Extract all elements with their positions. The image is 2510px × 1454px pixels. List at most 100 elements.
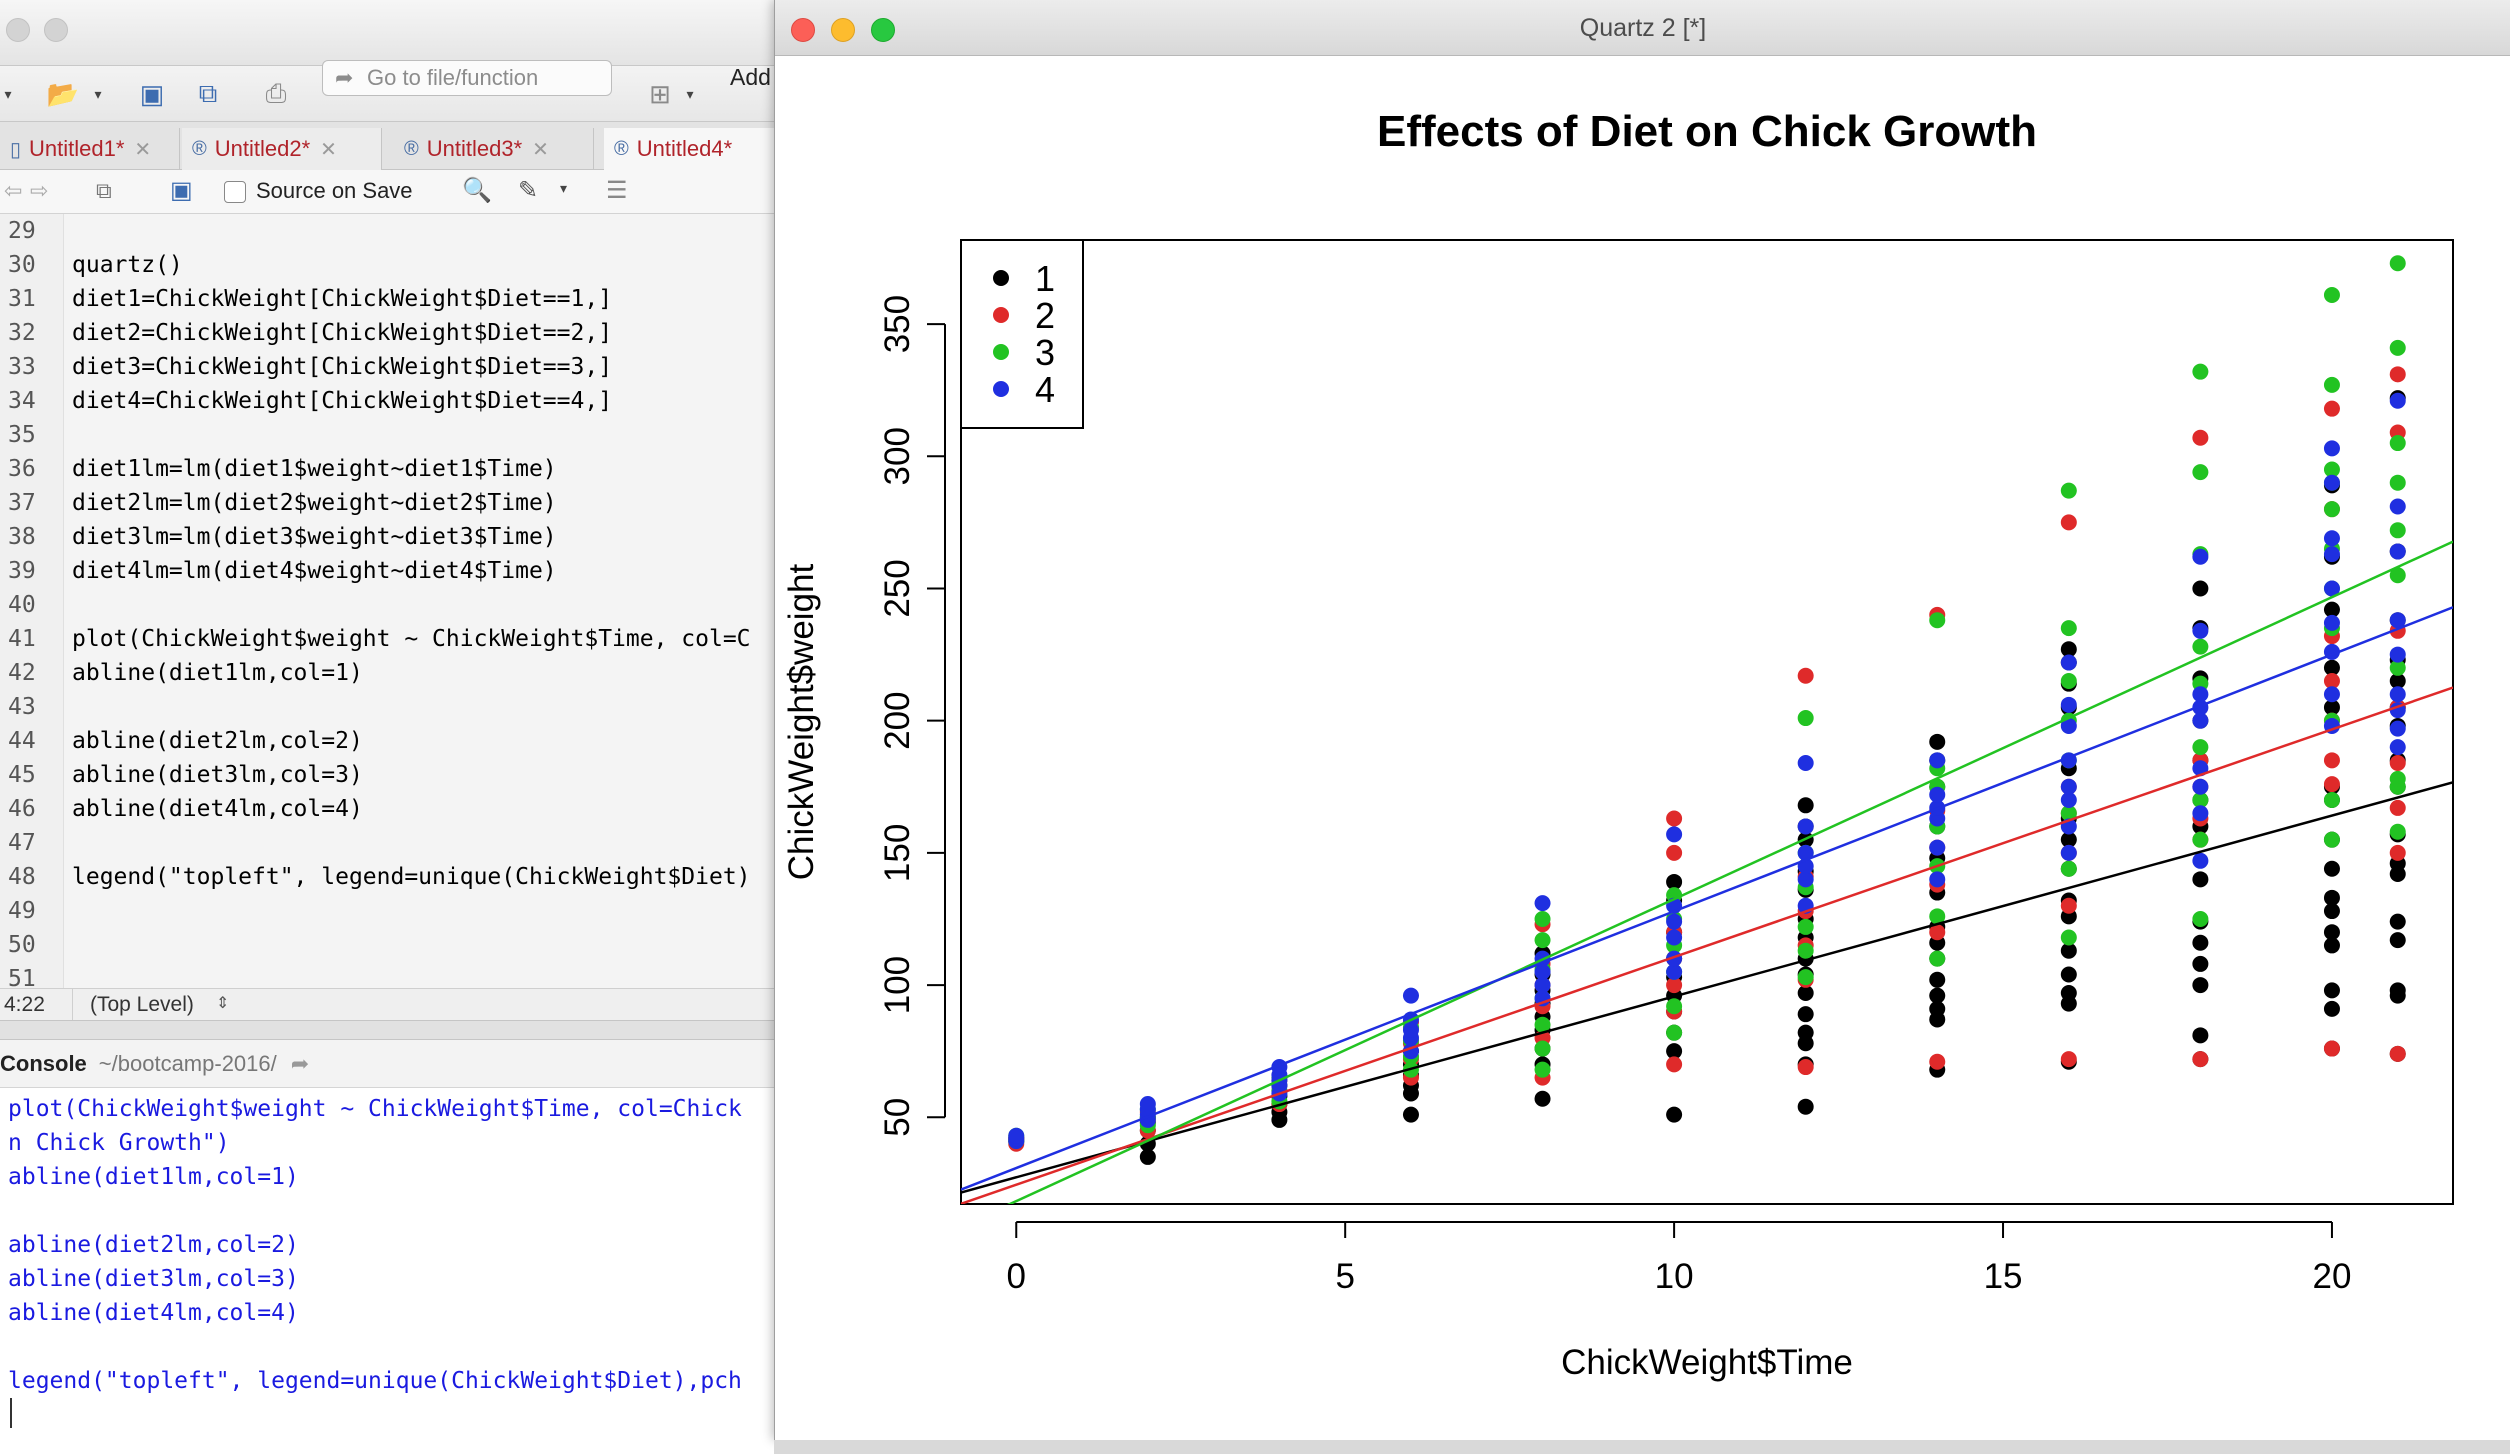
code-line[interactable]: diet3lm=lm(diet3$weight~diet3$Time) bbox=[72, 524, 557, 550]
x-axis-label: ChickWeight$Time bbox=[1561, 1343, 1853, 1382]
data-point-diet-2 bbox=[1797, 1059, 1814, 1076]
goto-file-input[interactable]: ➦ Go to file/function bbox=[322, 60, 612, 96]
code-line[interactable]: plot(ChickWeight$weight ~ ChickWeight$Ti… bbox=[72, 626, 751, 652]
data-point-diet-4 bbox=[1929, 871, 1946, 888]
data-point-diet-2 bbox=[2323, 1040, 2340, 1057]
code-editor[interactable]: 29 30 quartz() 31 diet1=ChickWeight[ChickWei… bbox=[0, 214, 780, 988]
data-point-diet-3 bbox=[1929, 612, 1946, 629]
tab-label: Untitled3* bbox=[426, 136, 523, 161]
data-point-diet-3 bbox=[2323, 286, 2340, 303]
back-arrow-icon[interactable]: ⇦ bbox=[4, 178, 23, 203]
data-point-diet-4 bbox=[2323, 474, 2340, 491]
console-cursor[interactable] bbox=[10, 1398, 12, 1428]
console-line: abline(diet1lm,col=1) bbox=[8, 1164, 299, 1190]
addins-button[interactable]: Add bbox=[730, 64, 771, 90]
data-point-diet-1 bbox=[2389, 913, 2406, 930]
data-point-diet-3 bbox=[2389, 567, 2406, 584]
data-point-diet-4 bbox=[2389, 739, 2406, 756]
document-outline-icon[interactable]: ☰ bbox=[606, 177, 628, 204]
forward-arrow-icon[interactable]: ⇨ bbox=[30, 178, 49, 203]
open-folder-icon[interactable]: 📂 bbox=[46, 78, 80, 109]
data-point-diet-2 bbox=[2060, 1051, 2077, 1068]
tab-untitled3[interactable]: ® Untitled3* ✕ bbox=[394, 128, 594, 170]
data-point-diet-1 bbox=[1797, 1024, 1814, 1041]
dropdown-arrow-icon[interactable]: ▾ bbox=[4, 85, 12, 102]
data-point-diet-3 bbox=[2323, 831, 2340, 848]
code-line[interactable]: diet4=ChickWeight[ChickWeight$Diet==4,] bbox=[72, 388, 613, 414]
data-point-diet-4 bbox=[2060, 696, 2077, 713]
save-icon[interactable]: ▣ bbox=[139, 78, 165, 109]
data-point-diet-3 bbox=[2192, 739, 2209, 756]
code-line[interactable]: diet2lm=lm(diet2$weight~diet2$Time) bbox=[72, 490, 557, 516]
data-point-diet-4 bbox=[1666, 826, 1683, 843]
data-point-diet-3 bbox=[2389, 474, 2406, 491]
r-file-icon: ▯ bbox=[10, 138, 22, 161]
code-line[interactable]: abline(diet4lm,col=4) bbox=[72, 796, 363, 822]
minimize-window-button[interactable] bbox=[831, 18, 855, 42]
data-point-diet-4 bbox=[2389, 612, 2406, 629]
editor-status-bar: 4:22 (Top Level) ⇕ bbox=[0, 988, 780, 1021]
close-window-button[interactable] bbox=[791, 18, 815, 42]
updown-chevron-icon[interactable]: ⇕ bbox=[216, 995, 230, 1012]
legend-label: 1 bbox=[1035, 258, 1055, 299]
grid-layout-icon[interactable]: ⊞ bbox=[649, 78, 671, 109]
line-number: 41 bbox=[8, 626, 36, 652]
chart-title: Effects of Diet on Chick Growth bbox=[1377, 107, 2037, 156]
show-in-window-icon[interactable]: ⧉ bbox=[96, 178, 112, 203]
dropdown-arrow-icon[interactable]: ▾ bbox=[560, 180, 568, 196]
legend-marker-4 bbox=[993, 381, 1009, 397]
console-output[interactable]: plot(ChickWeight$weight ~ ChickWeight$Ti… bbox=[0, 1088, 780, 1454]
code-line[interactable]: diet4lm=lm(diet4$weight~diet4$Time) bbox=[72, 558, 557, 584]
scope-selector[interactable]: (Top Level) bbox=[90, 993, 194, 1016]
zoom-window-button[interactable] bbox=[871, 18, 895, 42]
close-tab-icon[interactable]: ✕ bbox=[320, 138, 337, 161]
code-line[interactable]: quartz() bbox=[72, 252, 183, 278]
minimize-window-button[interactable] bbox=[44, 18, 68, 42]
magic-wand-icon[interactable]: ✎ bbox=[518, 177, 539, 204]
data-point-diet-1 bbox=[2389, 982, 2406, 999]
console-title[interactable]: Console bbox=[0, 1050, 87, 1076]
data-point-diet-4 bbox=[1666, 913, 1683, 930]
data-point-diet-3 bbox=[2192, 464, 2209, 481]
tab-untitled1[interactable]: ▯ Untitled1* ✕ bbox=[0, 128, 180, 170]
data-point-diet-1 bbox=[2323, 601, 2340, 618]
data-point-diet-3 bbox=[2060, 805, 2077, 822]
data-point-diet-3 bbox=[2389, 659, 2406, 676]
pane-splitter[interactable] bbox=[0, 1020, 780, 1040]
save-icon[interactable]: ▣ bbox=[170, 177, 193, 204]
rstudio-titlebar bbox=[0, 0, 780, 66]
line-number: 33 bbox=[8, 354, 36, 380]
search-icon[interactable]: 🔍 bbox=[462, 177, 492, 204]
data-point-diet-4 bbox=[1008, 1127, 1025, 1144]
data-point-diet-1 bbox=[1666, 873, 1683, 890]
code-line[interactable]: diet1lm=lm(diet1$weight~diet1$Time) bbox=[72, 456, 557, 482]
dropdown-arrow-icon[interactable]: ▾ bbox=[686, 85, 694, 102]
data-point-diet-1 bbox=[1139, 1148, 1156, 1165]
code-line[interactable]: abline(diet2lm,col=2) bbox=[72, 728, 363, 754]
data-point-diet-1 bbox=[2192, 871, 2209, 888]
code-line[interactable]: legend("topleft", legend=unique(ChickWei… bbox=[72, 864, 751, 890]
code-line[interactable]: diet1=ChickWeight[ChickWeight$Diet==1,] bbox=[72, 286, 613, 312]
print-icon[interactable]: ⎙ bbox=[265, 78, 287, 108]
close-tab-icon[interactable]: ✕ bbox=[134, 138, 152, 161]
data-point-diet-4 bbox=[1402, 987, 1419, 1004]
close-tab-icon[interactable]: ✕ bbox=[532, 138, 549, 161]
code-line[interactable]: abline(diet3lm,col=3) bbox=[72, 762, 363, 788]
code-line[interactable]: diet2=ChickWeight[ChickWeight$Diet==2,] bbox=[72, 320, 613, 346]
console-line: abline(diet2lm,col=2) bbox=[8, 1232, 299, 1258]
tab-untitled2[interactable]: ® Untitled2* ✕ bbox=[182, 128, 382, 170]
data-point-diet-1 bbox=[2389, 932, 2406, 949]
code-line[interactable]: diet3=ChickWeight[ChickWeight$Diet==3,] bbox=[72, 354, 613, 380]
data-point-diet-1 bbox=[1797, 1098, 1814, 1115]
source-on-save-checkbox[interactable] bbox=[224, 181, 246, 203]
code-line[interactable]: abline(diet1lm,col=1) bbox=[72, 660, 363, 686]
data-point-diet-4 bbox=[2060, 717, 2077, 734]
close-window-button[interactable] bbox=[6, 18, 30, 42]
dropdown-arrow-icon[interactable]: ▾ bbox=[94, 85, 102, 102]
data-point-diet-4 bbox=[2192, 548, 2209, 565]
data-point-diet-4 bbox=[1666, 929, 1683, 946]
data-point-diet-2 bbox=[1929, 1053, 1946, 1070]
save-all-icon[interactable]: ⧉ bbox=[198, 78, 218, 108]
tab-untitled4[interactable]: ® Untitled4* bbox=[604, 128, 780, 170]
go-to-directory-icon[interactable]: ➦ bbox=[290, 1050, 310, 1076]
